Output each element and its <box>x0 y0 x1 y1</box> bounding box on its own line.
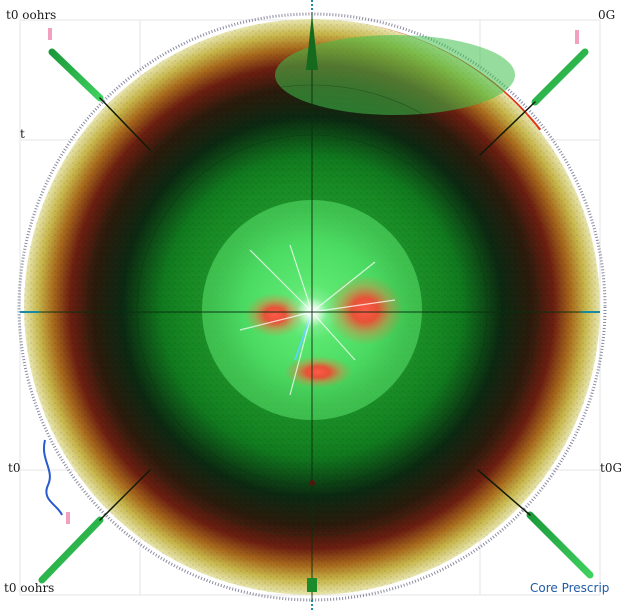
label-top-left: t0 oohrs <box>6 8 57 22</box>
center-dot <box>309 480 315 486</box>
diagonal-bars <box>38 48 594 584</box>
label-bottom-left: t0 oohrs <box>4 581 55 595</box>
side-ticks <box>20 0 600 612</box>
top-spike <box>306 14 318 70</box>
label-top-right: 0G <box>598 8 616 22</box>
pink-mark-top-right <box>575 30 579 44</box>
pink-mark-bottom-left <box>66 512 70 524</box>
label-right-low: t0G <box>600 461 621 475</box>
label-left-low: t0 <box>8 461 21 475</box>
core-red-bottom <box>284 356 352 388</box>
blue-squiggle <box>42 439 63 516</box>
pink-mark-top-left <box>48 28 52 40</box>
core-red-right <box>327 275 403 345</box>
crosshair <box>28 12 598 600</box>
bottom-marker <box>307 578 317 592</box>
green-patch-top <box>275 35 515 115</box>
label-bottom-right: Core Prescrip <box>530 581 610 595</box>
label-left-mid: t <box>20 127 25 141</box>
